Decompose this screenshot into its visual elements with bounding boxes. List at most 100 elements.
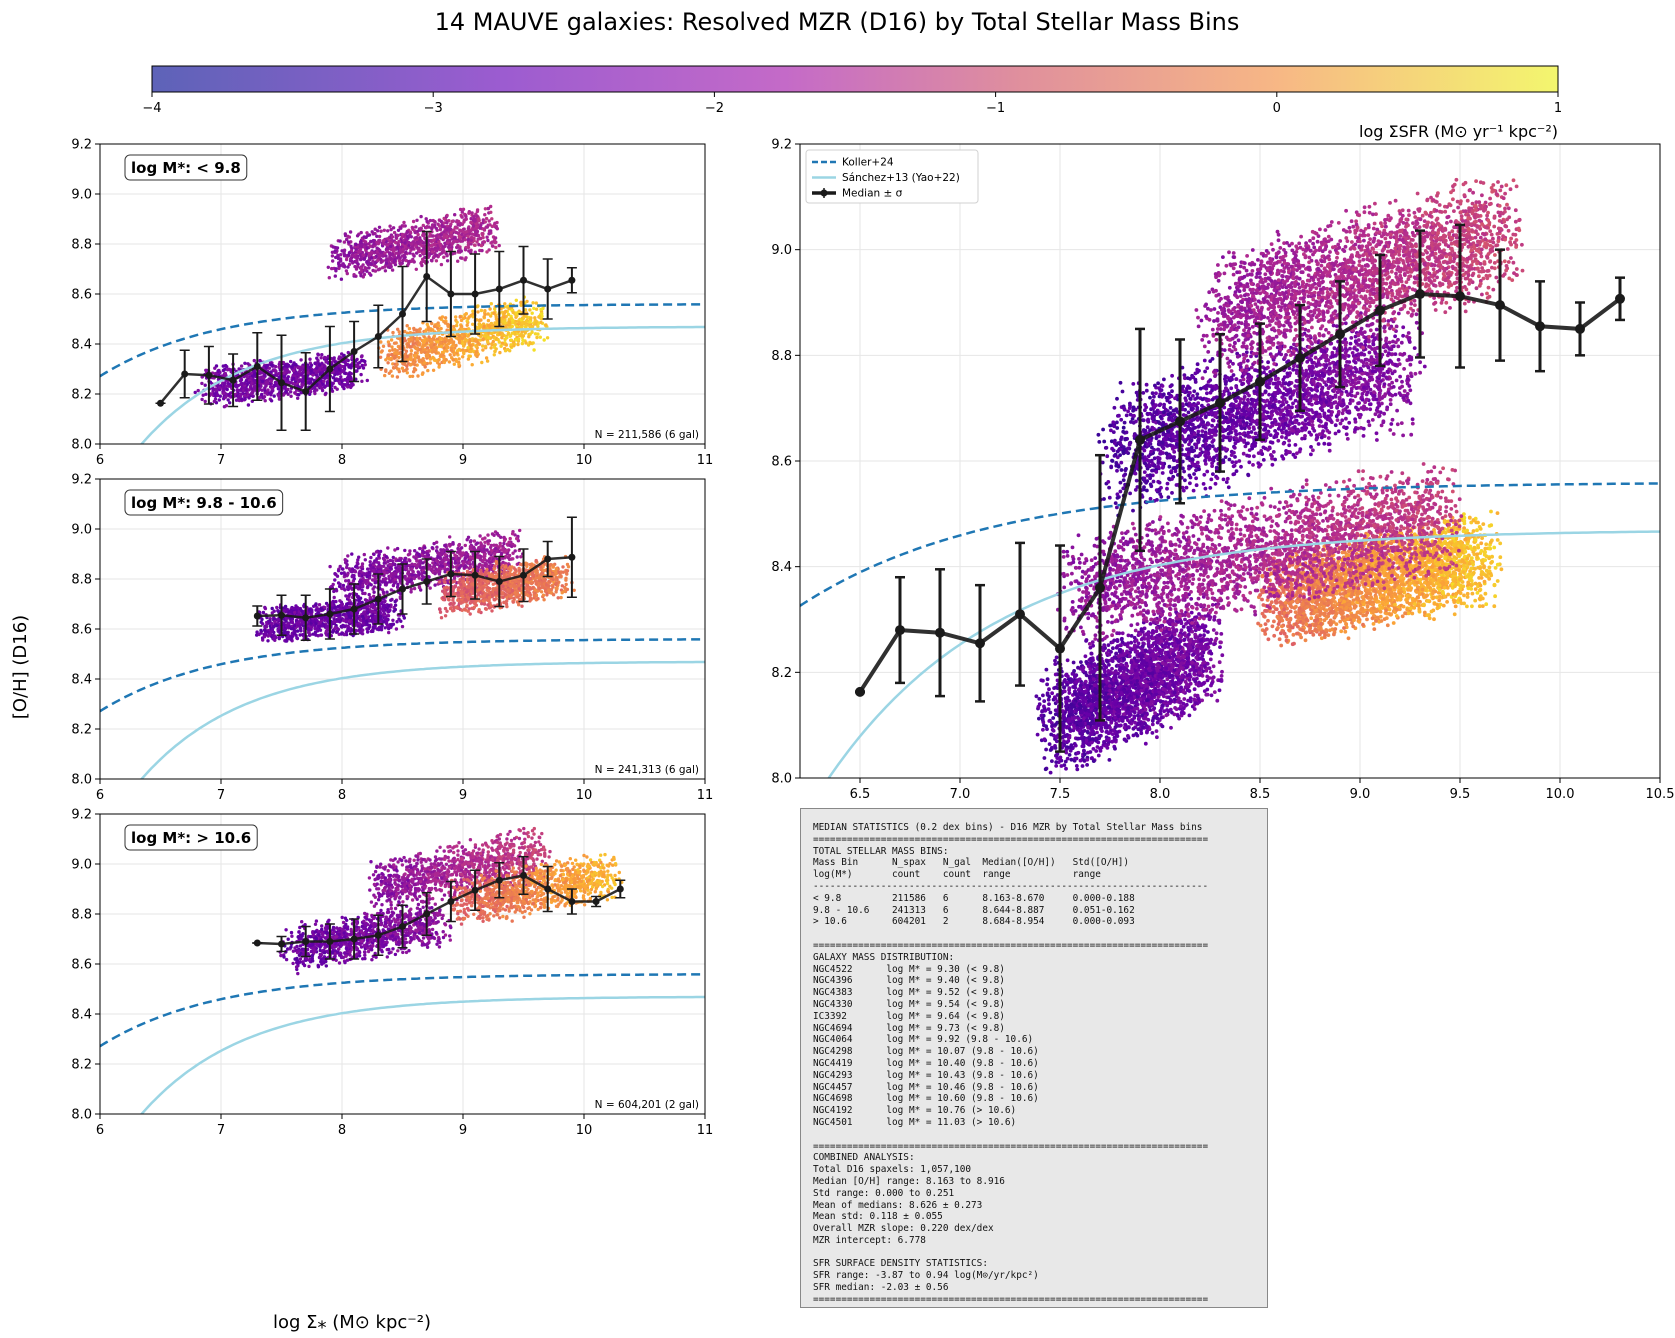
scatter-point — [370, 603, 374, 607]
scatter-point — [458, 315, 462, 319]
scatter-point — [483, 207, 488, 211]
scatter-point — [226, 398, 230, 402]
scatter-point — [340, 567, 345, 571]
scatter-point — [426, 368, 430, 373]
scatter-point — [389, 338, 394, 342]
scatter-point — [357, 555, 361, 559]
scatter-point — [486, 238, 490, 243]
scatter-point — [493, 343, 497, 347]
scatter-point — [224, 384, 229, 388]
scatter-point — [407, 233, 412, 238]
scatter-point — [439, 567, 443, 571]
scatter-point — [512, 344, 516, 348]
scatter-point — [356, 558, 360, 562]
scatter-point — [470, 232, 474, 236]
scatter-point — [389, 369, 393, 373]
median-point — [374, 333, 382, 340]
scatter-point — [419, 350, 424, 354]
scatter-point — [471, 224, 476, 228]
scatter-point — [294, 363, 298, 367]
scatter-point — [384, 368, 388, 372]
scatter-point — [489, 241, 493, 245]
scatter-point — [383, 604, 387, 608]
scatter-point — [463, 334, 467, 338]
scatter-point — [309, 610, 313, 614]
scatter-point — [262, 635, 267, 639]
scatter-point — [531, 301, 535, 305]
scatter-point — [480, 232, 484, 236]
scatter-point — [453, 236, 457, 240]
scatter-point — [492, 551, 497, 556]
scatter-point — [443, 337, 447, 341]
scatter-point — [411, 226, 415, 230]
scatter-point — [408, 549, 412, 553]
scatter-point — [478, 248, 482, 253]
scatter-point — [528, 332, 532, 336]
scatter-point — [455, 320, 459, 324]
scatter-point — [397, 355, 401, 360]
scatter-point — [201, 393, 205, 397]
scatter-point — [483, 309, 487, 313]
scatter-point — [213, 366, 217, 370]
scatter-point — [398, 251, 402, 255]
scatter-point — [379, 229, 383, 233]
scatter-point — [287, 370, 291, 374]
scatter-point — [475, 541, 480, 545]
scatter-point — [373, 227, 377, 231]
scatter-point — [487, 336, 491, 340]
scatter-point — [381, 344, 386, 348]
median-point — [544, 285, 552, 293]
scatter-point — [536, 324, 540, 329]
scatter-point — [463, 543, 467, 548]
scatter-point — [334, 269, 338, 273]
scatter-point — [464, 217, 468, 221]
scatter-point — [200, 397, 204, 402]
scatter-point — [478, 225, 482, 230]
scatter-point — [472, 546, 476, 551]
scatter-point — [387, 626, 391, 631]
scatter-point — [398, 346, 403, 351]
scatter-point — [365, 231, 369, 235]
scatter-point — [533, 332, 538, 336]
scatter-point — [200, 381, 204, 386]
scatter-point — [359, 269, 364, 273]
scatter-point — [535, 335, 539, 340]
scatter-point — [308, 357, 312, 361]
scatter-point — [375, 234, 379, 238]
scatter-point — [516, 342, 520, 347]
scatter-point — [470, 363, 474, 367]
scatter-point — [488, 223, 492, 227]
scatter-point — [363, 558, 367, 562]
scatter-point — [511, 318, 515, 322]
scatter-point — [349, 385, 353, 390]
scatter-point — [469, 221, 474, 225]
scatter-point — [494, 347, 498, 351]
scatter-point — [414, 244, 418, 248]
scatter-point — [339, 277, 344, 281]
scatter-point — [471, 322, 475, 326]
scatter-point — [460, 210, 464, 214]
scatter-point — [277, 635, 281, 639]
scatter-point — [466, 346, 470, 350]
scatter-point — [384, 566, 388, 571]
scatter-point — [330, 266, 334, 271]
scatter-point — [311, 632, 315, 636]
y-tick-label: 8.0 — [71, 438, 92, 453]
scatter-point — [493, 221, 497, 225]
scatter-point — [401, 247, 405, 251]
scatter-point — [309, 368, 313, 373]
scatter-point — [441, 250, 445, 254]
scatter-point — [502, 535, 506, 540]
scatter-point — [418, 546, 422, 551]
scatter-point — [489, 331, 494, 336]
scatter-point — [418, 342, 422, 346]
scatter-point — [490, 217, 494, 221]
scatter-point — [339, 253, 343, 257]
scatter-point — [293, 631, 297, 636]
scatter-point — [472, 214, 476, 219]
scatter-point — [467, 354, 471, 358]
scatter-point — [261, 622, 265, 626]
scatter-point — [271, 633, 275, 638]
scatter-point — [265, 363, 270, 368]
scatter-point — [203, 399, 207, 404]
